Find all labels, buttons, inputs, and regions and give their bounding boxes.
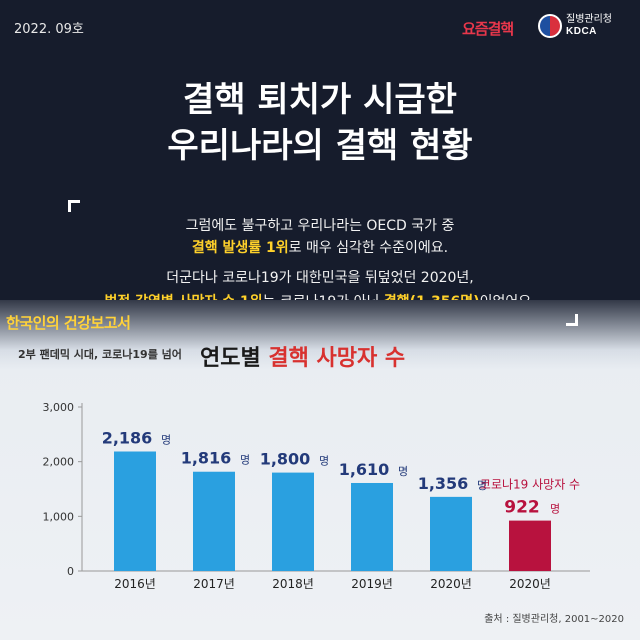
data-label: 922 [504,498,540,518]
corner-bracket-bottom-right [566,314,578,326]
data-label-unit: 명 [477,479,487,492]
highlight-incidence: 결핵 발생률 1위 [191,240,289,256]
taegeuk-emblem-icon [538,14,562,38]
paragraph-1-rest: 로 매우 심각한 수준이에요. [288,240,449,256]
chart-title: 연도별 결핵 사망자 수 [200,340,405,372]
y-tick-label: 3,000 [43,401,75,414]
chart-header-fade [0,300,640,370]
data-label-unit: 명 [319,455,329,468]
bar-2018년 [272,472,314,571]
y-tick-label: 2,000 [43,456,75,469]
data-label: 1,800 [260,450,311,469]
paragraph-2-line-1: 더군다나 코로나19가 대한민국을 뒤덮었던 2020년, [166,270,474,286]
x-tick-label: 2019년 [351,577,393,591]
brand-logo: 요즘결핵 [462,20,514,38]
data-label-unit: 명 [240,454,250,467]
data-label: 1,356 [418,474,469,493]
issue-number: 2022. 09호 [14,22,84,37]
page-title-line1: 결핵 퇴치가 시급한 [183,80,457,120]
x-tick-label: 2020년 [509,577,551,591]
agency-name-ko: 질병관리청 [566,14,612,25]
data-label-unit: 명 [161,433,171,446]
data-label: 2,186 [102,428,153,447]
data-label: 1,816 [181,449,232,468]
chart-title-prefix: 연도별 [200,346,269,371]
agency-name-en: KDCA [566,26,597,37]
data-label: 1,610 [339,460,390,479]
y-tick-label: 0 [67,565,74,578]
chart-source: 출처 : 질병관리청, 2001~2020 [484,614,624,625]
bar-2020년 [430,496,472,571]
x-tick-label: 2018년 [272,577,314,591]
page-title-line2: 우리나라의 결핵 현황 [167,126,473,166]
x-tick-label: 2016년 [114,577,156,591]
x-tick-label: 2020년 [430,577,472,591]
data-label-unit: 명 [398,465,408,478]
data-label-unit: 명 [550,503,560,516]
bar-2017년 [193,471,235,571]
bar-2016년 [114,451,156,571]
paragraph-1-line-2: 결핵 발생률 1위로 매우 심각한 수준이에요. [0,236,640,260]
chart-title-main: 결핵 사망자 수 [268,346,406,371]
paragraph-1-line-1: 그럼에도 불구하고 우리나라는 OECD 국가 중 [185,218,455,234]
covid-annotation: 코로나19 사망자 수 [480,478,580,492]
bar-2019년 [351,482,393,571]
corner-bracket-top-left [68,200,80,212]
y-tick-label: 1,000 [43,510,75,523]
documentary-subtitle: 2부 팬데믹 시대, 코로나19를 넘어 [18,348,182,361]
documentary-logo: 한국인의 건강보고서 [6,314,131,332]
bar-covid-2020 [509,520,551,571]
x-tick-label: 2017년 [193,577,235,591]
agency-logo: 질병관리청 KDCA [538,14,612,38]
